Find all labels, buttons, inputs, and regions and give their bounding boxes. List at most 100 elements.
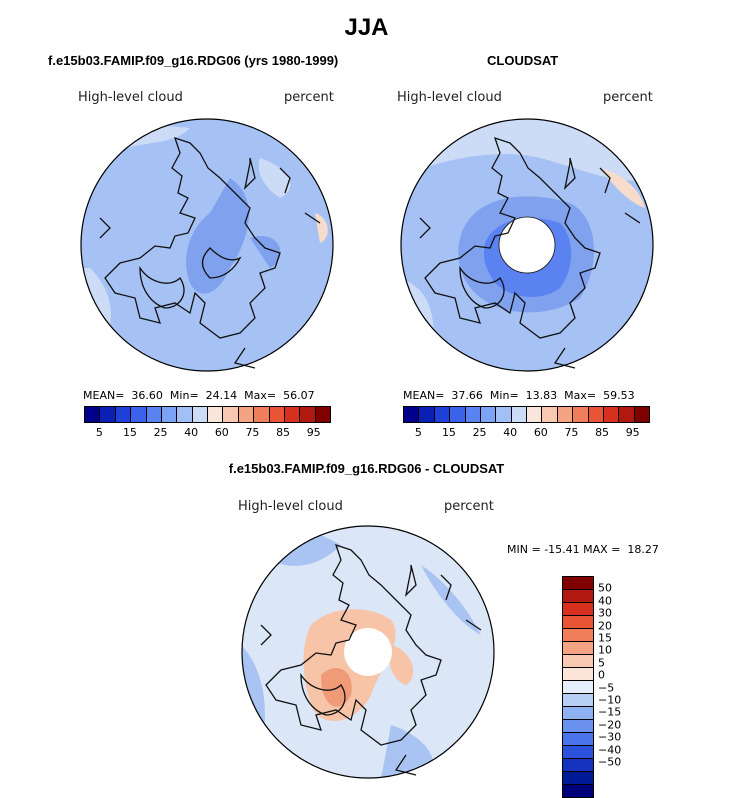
stat-min-label: Min= [169, 389, 199, 402]
colorbar-tick-label: 95 [306, 426, 321, 439]
colorbar-swatch [511, 407, 527, 422]
colorbar-tick-label: 5 [414, 426, 422, 439]
colorbar-tick-label: −40 [598, 743, 622, 757]
colorbar-tick-label: 75 [245, 426, 260, 439]
colorbar-tick-label: 40 [598, 594, 612, 608]
colorbar-swatch [100, 407, 116, 422]
map-field [250, 235, 281, 268]
colorbar-swatch [573, 407, 589, 422]
stat-min-label: Min= [489, 389, 519, 402]
panel-3-colorbar-ticks: 50 40 30 20 15 10 5 0 −5 −10 −15 −20 −30 −40 −50 [598, 576, 638, 786]
panel-3-units-label: percent [444, 499, 494, 514]
stat-mean-label: MEAN= [403, 389, 445, 402]
no-data-hole [499, 217, 555, 273]
no-data-hole [344, 628, 392, 676]
colorbar-swatch [465, 407, 481, 422]
map-border [400, 118, 654, 372]
colorbar-tick-label: −5 [598, 681, 615, 695]
colorbar-tick-label: 30 [598, 606, 612, 620]
colorbar-tick-label: 75 [564, 426, 579, 439]
colorbar-swatch [450, 407, 466, 422]
map-field [421, 565, 481, 635]
colorbar-swatch [208, 407, 224, 422]
stat-mean-value: 36.60 [131, 389, 163, 402]
colorbar-tick-label: 25 [472, 426, 487, 439]
panel-1-colorbar [84, 406, 331, 423]
map-field [321, 667, 352, 707]
colorbar-swatch [563, 590, 593, 603]
colorbar-swatch [527, 407, 543, 422]
stat-max-label: Max= [244, 389, 277, 402]
map-border [80, 118, 334, 372]
colorbar-swatch [563, 655, 593, 668]
colorbar-swatch [563, 642, 593, 655]
colorbar-tick-label: −10 [598, 693, 622, 707]
colorbar-tick-label: 15 [598, 631, 612, 645]
colorbar-swatch [542, 407, 558, 422]
colorbar-swatch [404, 407, 420, 422]
colorbar-swatch [161, 407, 178, 422]
colorbar-swatch [177, 407, 193, 422]
colorbar-swatch [563, 707, 593, 720]
colorbar-swatch [563, 694, 593, 707]
colorbar-tick-label: 40 [503, 426, 518, 439]
panel-3-stats: MIN = -15.41 MAX = 18.27 [507, 543, 659, 556]
stat-max-value: 18.27 [627, 543, 659, 556]
colorbar-tick-label: 50 [598, 581, 612, 595]
colorbar-swatch [315, 407, 330, 422]
stat-mean-value: 37.66 [451, 389, 483, 402]
colorbar-swatch [603, 407, 620, 422]
stat-max-label: Max= [564, 389, 597, 402]
colorbar-swatch [192, 407, 208, 422]
stat-min-value: 13.83 [525, 389, 558, 402]
colorbar-swatch [496, 407, 512, 422]
colorbar-swatch [146, 407, 162, 422]
panel-3-variable-label: High-level cloud [238, 499, 343, 514]
colorbar-tick-label: 85 [276, 426, 291, 439]
colorbar-swatch [300, 407, 316, 422]
colorbar-swatch [480, 407, 497, 422]
panel-3-title: f.e15b03.FAMIP.f09_g16.RDG06 - CLOUDSAT [228, 461, 505, 476]
panel-1-title: f.e15b03.FAMIP.f09_g16.RDG06 (yrs 1980-1… [48, 53, 339, 68]
colorbar-swatch [223, 407, 239, 422]
map-field [315, 213, 328, 243]
coastline [99, 136, 321, 369]
colorbar-swatch [563, 785, 593, 797]
panel-3-colorbar [562, 576, 594, 798]
colorbar-tick-label: 60 [533, 426, 548, 439]
colorbar-swatch [563, 720, 593, 733]
panel-1-variable-label: High-level cloud [78, 90, 183, 105]
colorbar-tick-label: 5 [95, 426, 103, 439]
colorbar-swatch [563, 759, 593, 772]
colorbar-swatch [563, 746, 593, 759]
map-field [381, 725, 434, 778]
colorbar-tick-label: 60 [214, 426, 229, 439]
stat-min-value: 24.14 [205, 389, 238, 402]
colorbar-tick-label: −50 [598, 755, 622, 769]
colorbar-swatch [419, 407, 435, 422]
panel-2-polar-map [400, 118, 654, 372]
panel-2-stats: MEAN= 37.66 Min= 13.83 Max= 59.53 [403, 389, 635, 402]
stat-min-value: -15.41 [544, 543, 580, 556]
panel-3-polar-map [241, 525, 495, 779]
colorbar-tick-label: 85 [595, 426, 610, 439]
hole-edge [498, 216, 556, 274]
colorbar-tick-label: −30 [598, 730, 622, 744]
colorbar-tick-label: 0 [598, 668, 605, 682]
panel-2-colorbar-ticks: 5 15 25 40 60 75 85 95 [403, 426, 648, 440]
map-field [186, 178, 249, 294]
colorbar-swatch [563, 681, 593, 694]
colorbar-swatch [269, 407, 285, 422]
colorbar-swatch [238, 407, 255, 422]
colorbar-swatch [557, 407, 574, 422]
map-field [258, 158, 291, 198]
panel-1-colorbar-ticks: 5 15 25 40 60 75 85 95 [84, 426, 329, 440]
colorbar-swatch [619, 407, 635, 422]
map-border [241, 525, 495, 779]
figure-title: JJA [344, 14, 389, 41]
colorbar-tick-label: 25 [153, 426, 168, 439]
colorbar-swatch [85, 407, 101, 422]
colorbar-tick-label: −15 [598, 705, 622, 719]
colorbar-swatch [115, 407, 132, 422]
panel-1-units-label: percent [284, 90, 334, 105]
